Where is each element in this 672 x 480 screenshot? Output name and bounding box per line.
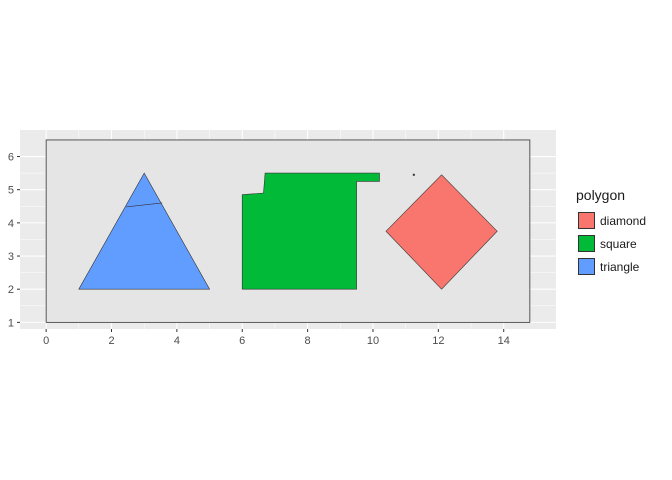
x-tick-label: 8	[305, 335, 311, 347]
x-tick-label: 2	[108, 335, 114, 347]
y-tick-label: 6	[8, 152, 14, 164]
y-tick-label: 4	[8, 218, 14, 230]
x-tick-label: 6	[239, 335, 245, 347]
legend-key-square	[578, 235, 595, 252]
polygon-triangle-inner-line	[126, 202, 163, 208]
x-tick-label: 0	[43, 335, 49, 347]
point-marker	[412, 173, 415, 176]
polygon-triangle	[78, 172, 211, 290]
polygon-square	[241, 172, 380, 290]
y-tick-label: 1	[8, 317, 14, 329]
legend-label-triangle: triangle	[600, 259, 640, 274]
legend-item-triangle: triangle	[576, 255, 666, 278]
legend-key-diamond	[578, 212, 595, 229]
y-tick-label: 2	[8, 284, 14, 296]
legend-label-square: square	[600, 236, 637, 251]
y-tick-label: 3	[8, 251, 14, 263]
legend-key-triangle	[578, 258, 595, 275]
x-tick-label: 4	[174, 335, 180, 347]
y-tick-label: 5	[8, 185, 14, 197]
x-tick-label: 10	[367, 335, 379, 347]
x-tick-label: 14	[498, 335, 510, 347]
legend-item-diamond: diamond	[576, 209, 666, 232]
legend-item-square: square	[576, 232, 666, 255]
legend-title: polygon	[576, 187, 626, 203]
legend: polygon diamond square triangle	[576, 187, 666, 278]
polygon-diamond	[385, 174, 498, 290]
legend-label-diamond: diamond	[600, 213, 647, 228]
x-tick-label: 12	[432, 335, 444, 347]
